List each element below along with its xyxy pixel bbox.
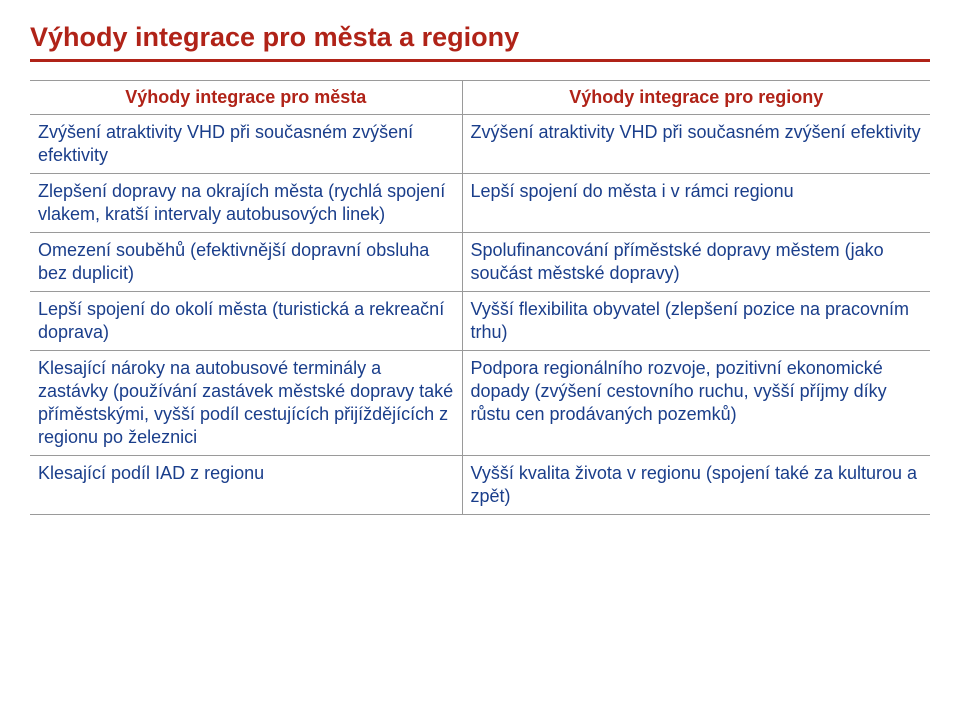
cell-left: Lepší spojení do okolí města (turistická… [30,292,462,351]
cell-left: Klesající nároky na autobusové terminály… [30,351,462,456]
cell-right: Vyšší flexibilita obyvatel (zlepšení poz… [462,292,930,351]
header-left: Výhody integrace pro města [30,81,462,115]
cell-right: Podpora regionálního rozvoje, pozitivní … [462,351,930,456]
cell-left: Omezení souběhů (efektivnější dopravní o… [30,233,462,292]
cell-right: Zvýšení atraktivity VHD při současném zv… [462,115,930,174]
cell-left: Klesající podíl IAD z regionu [30,456,462,515]
cell-right: Vyšší kvalita života v regionu (spojení … [462,456,930,515]
cell-left: Zlepšení dopravy na okrajích města (rych… [30,174,462,233]
header-right: Výhody integrace pro regiony [462,81,930,115]
cell-right: Lepší spojení do města i v rámci regionu [462,174,930,233]
cell-left: Zvýšení atraktivity VHD při současném zv… [30,115,462,174]
slide-title: Výhody integrace pro města a regiony [30,22,930,62]
cell-right: Spolufinancování příměstské dopravy měst… [462,233,930,292]
comparison-table: Výhody integrace pro města Výhody integr… [30,80,930,515]
